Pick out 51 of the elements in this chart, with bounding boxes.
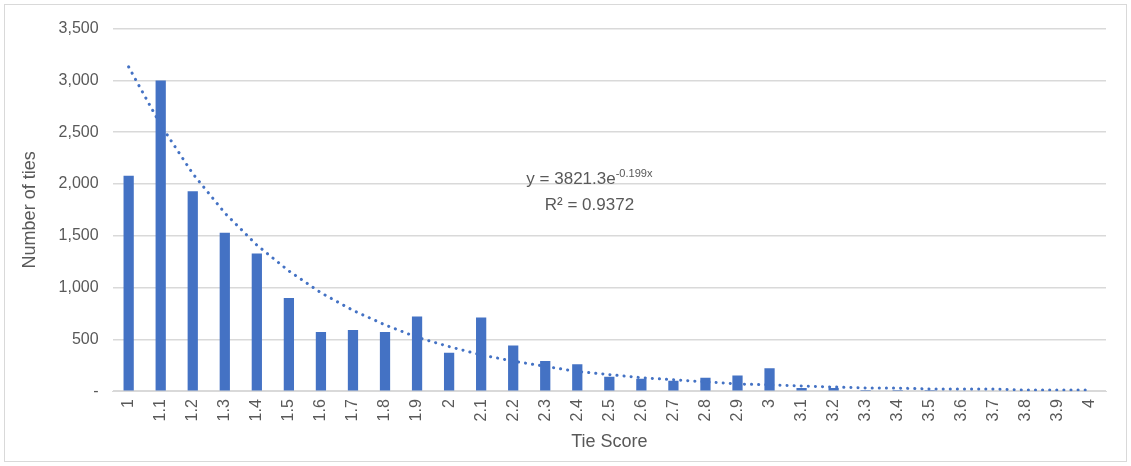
bar xyxy=(283,297,295,391)
x-tick-label: 1.6 xyxy=(311,399,329,422)
x-tick-label: 1.3 xyxy=(215,399,233,422)
x-tick-label: 1.4 xyxy=(247,399,265,422)
y-tick-label: 500 xyxy=(71,329,99,347)
y-tick-label: 2,500 xyxy=(58,122,99,140)
bar xyxy=(187,191,198,391)
bar xyxy=(219,232,230,391)
y-axis-title: Number of ties xyxy=(18,151,39,269)
x-tick-label: 3.8 xyxy=(1016,399,1034,422)
x-tick-label: 3.7 xyxy=(984,399,1002,422)
bar xyxy=(443,352,455,391)
x-axis-title: Tie Score xyxy=(571,431,648,452)
x-tick-label: 1.7 xyxy=(343,399,361,422)
y-tick-label: 1,500 xyxy=(58,226,99,244)
x-tick-label: 2.8 xyxy=(695,399,713,422)
x-tick-label: 2.5 xyxy=(599,399,617,422)
x-tick-label: 3.1 xyxy=(791,399,809,422)
x-tick-label: 2 xyxy=(439,399,457,409)
x-tick-label: 2.1 xyxy=(471,399,489,422)
y-tick-label: - xyxy=(93,381,99,399)
x-tick-label: 2.4 xyxy=(567,399,585,422)
y-tick-label: 3,500 xyxy=(58,19,99,37)
bar xyxy=(251,253,262,391)
x-tick-label: 3.6 xyxy=(952,399,970,422)
y-tick-label: 1,000 xyxy=(58,277,99,295)
bar xyxy=(123,175,134,391)
x-tick-label: 3.4 xyxy=(888,399,906,422)
x-tick-label: 2.9 xyxy=(727,399,745,422)
x-tick-label: 1.2 xyxy=(183,399,201,422)
x-tick-label: 3.9 xyxy=(1048,399,1066,422)
x-tick-label: 1.9 xyxy=(407,399,425,422)
x-tick-label: 4 xyxy=(1080,399,1098,409)
x-tick-label: 1.5 xyxy=(279,399,297,422)
annotation: R² = 0.9372 xyxy=(544,194,635,214)
x-tick-label: 1.1 xyxy=(151,399,169,422)
x-tick-label: 2.6 xyxy=(631,399,649,422)
x-tick-label: 2.3 xyxy=(535,399,553,422)
x-tick-label: 1 xyxy=(119,399,137,409)
y-tick-label: 3,000 xyxy=(58,70,99,88)
x-tick-label: 2.7 xyxy=(663,399,681,422)
x-tick-label: 3.2 xyxy=(824,399,842,422)
x-tick-label: 3.3 xyxy=(856,399,874,422)
bar xyxy=(379,332,391,391)
x-tick-label: 2.2 xyxy=(503,399,521,422)
x-tick-label: 1.8 xyxy=(375,399,393,422)
y-tick-label: 2,000 xyxy=(58,174,99,192)
bar xyxy=(347,330,359,391)
bar xyxy=(315,332,327,391)
x-tick-label: 3 xyxy=(759,399,777,409)
x-tick-label: 3.5 xyxy=(920,399,938,422)
